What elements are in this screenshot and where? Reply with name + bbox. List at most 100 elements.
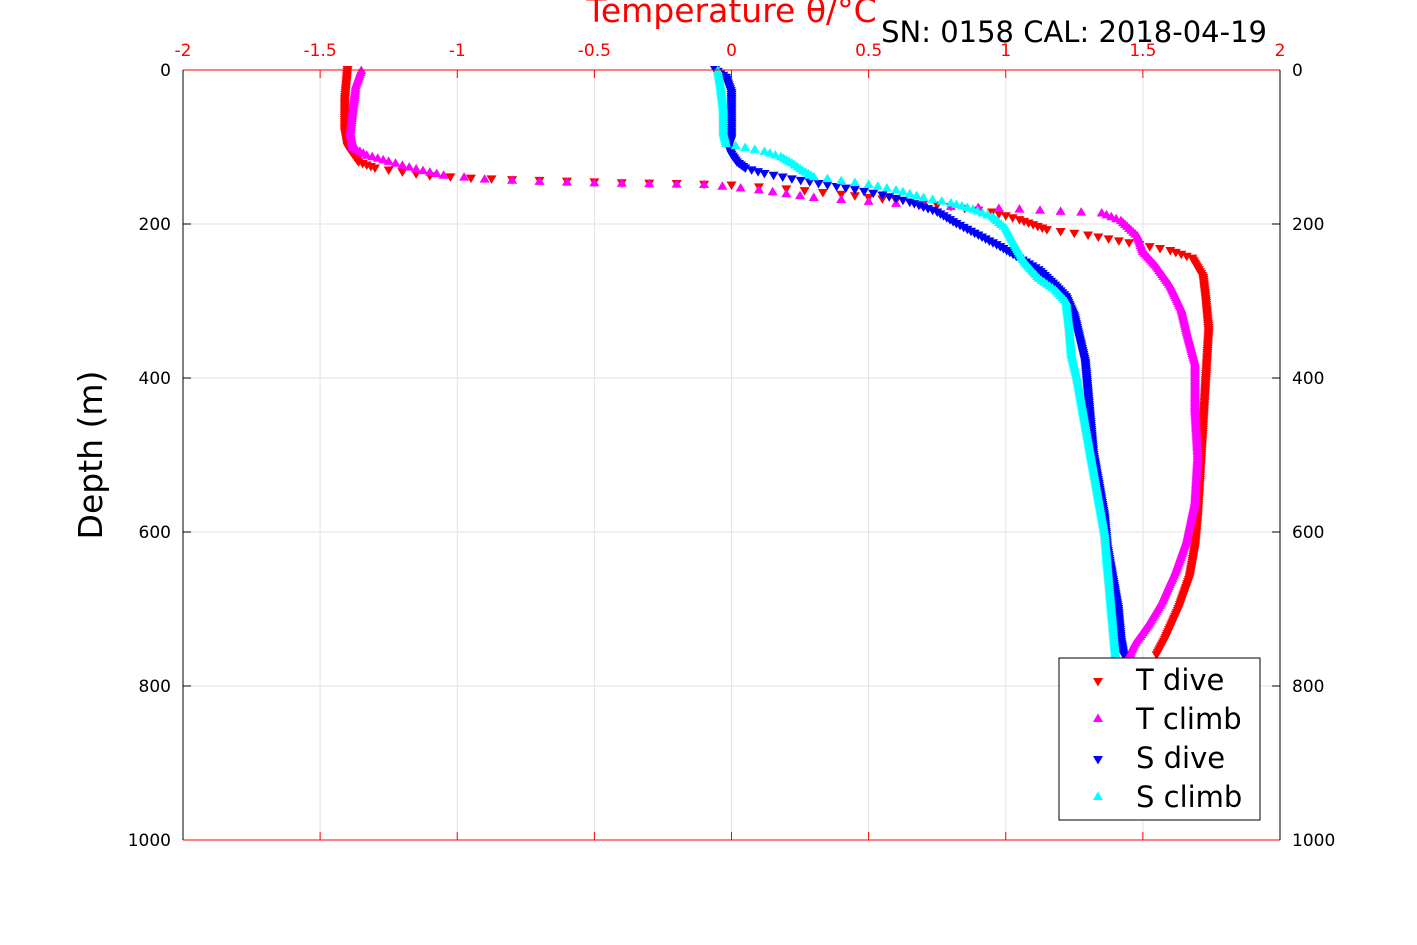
data-point [1083, 231, 1094, 241]
x-tick-label: -2 [175, 41, 192, 61]
data-point [561, 177, 572, 186]
y-tick-label-right: 600 [1292, 523, 1324, 543]
data-point [459, 172, 470, 181]
data-point [764, 148, 775, 157]
legend-marker [1093, 678, 1103, 687]
data-point [424, 167, 435, 176]
data-point [726, 181, 737, 190]
data-point [1014, 204, 1025, 213]
data-point [1124, 239, 1135, 248]
legend-box [1058, 657, 1261, 821]
data-point [465, 174, 476, 184]
data-point [1155, 245, 1166, 254]
series-t-dive [339, 66, 1214, 660]
x-tick-label: 2 [1275, 41, 1286, 61]
data-point [671, 179, 682, 188]
data-point [822, 181, 833, 190]
data-point [431, 168, 442, 178]
legend-entry-label: S climb [1136, 780, 1242, 814]
data-point [721, 138, 732, 148]
data-point [1035, 205, 1046, 214]
legend-marker [1093, 713, 1103, 722]
data-point [831, 183, 842, 192]
data-point [397, 160, 408, 169]
x-axis-label: Temperature θ/°C [585, 0, 876, 30]
data-point [993, 203, 1004, 212]
data-point [777, 173, 788, 183]
data-point [383, 166, 394, 175]
data-point [740, 142, 751, 151]
data-point [417, 165, 428, 175]
data-point [378, 154, 389, 164]
y-axis-label: Depth (m) [71, 371, 110, 540]
data-point [817, 188, 828, 198]
data-point [897, 186, 908, 196]
data-point [1069, 229, 1080, 239]
data-point [795, 190, 806, 200]
x-tick-label: 1.5 [1129, 41, 1156, 61]
data-point [411, 164, 422, 173]
y-tick-label-left: 200 [139, 215, 171, 235]
data-point [863, 196, 874, 205]
data-point [1103, 235, 1114, 244]
data-point [868, 189, 879, 199]
x-tick-label: 0.5 [855, 41, 882, 61]
data-point [808, 192, 819, 202]
data-point [717, 181, 728, 190]
y-tick-label-right: 400 [1292, 369, 1324, 389]
data-point [445, 173, 456, 182]
data-point [390, 158, 401, 167]
data-point [479, 174, 490, 183]
data-point [918, 192, 929, 202]
y-tick-label-right: 200 [1292, 215, 1324, 235]
data-point [1055, 227, 1066, 237]
data-point [1113, 237, 1124, 246]
y-tick-label-left: 400 [139, 369, 171, 389]
data-point [927, 194, 938, 203]
data-point [1151, 651, 1162, 660]
data-point [770, 149, 781, 159]
data-point [730, 140, 741, 150]
legend-entry-label: T climb [1135, 702, 1242, 736]
data-point [372, 153, 383, 162]
data-point [699, 179, 710, 188]
data-point [759, 169, 770, 179]
legend-entry-label: S dive [1136, 741, 1225, 775]
data-point [759, 146, 770, 155]
data-point [799, 187, 810, 196]
y-tick-label-left: 1000 [128, 831, 171, 851]
data-point [753, 184, 764, 194]
data-point [589, 177, 600, 187]
data-point [956, 201, 967, 210]
data-point [891, 184, 902, 194]
data-point [962, 202, 973, 212]
data-point [1110, 650, 1121, 660]
data-point [863, 179, 874, 188]
data-point [804, 178, 815, 187]
data-point [849, 177, 860, 187]
data-point [973, 202, 984, 212]
data-point [836, 194, 847, 203]
y-tick-label-left: 600 [139, 523, 171, 543]
x-tick-label: 0 [726, 41, 737, 61]
data-points [339, 65, 1214, 660]
data-point [936, 196, 947, 205]
data-point [951, 199, 962, 208]
data-point [361, 150, 372, 159]
data-point [749, 144, 760, 153]
data-point [881, 183, 892, 192]
y-tick-label-right: 0 [1292, 61, 1303, 81]
data-point [911, 190, 922, 200]
legend: T dive T climb S dive S climb [1058, 657, 1261, 821]
series-s-dive [710, 66, 1129, 660]
data-point [904, 188, 915, 198]
data-point [767, 186, 778, 196]
legend-marker [1093, 791, 1103, 800]
data-point [735, 183, 746, 192]
data-point [1118, 651, 1129, 660]
data-point [849, 186, 860, 195]
y-tick-label-right: 1000 [1292, 831, 1335, 851]
data-point [1144, 243, 1155, 252]
data-point [1124, 650, 1135, 660]
